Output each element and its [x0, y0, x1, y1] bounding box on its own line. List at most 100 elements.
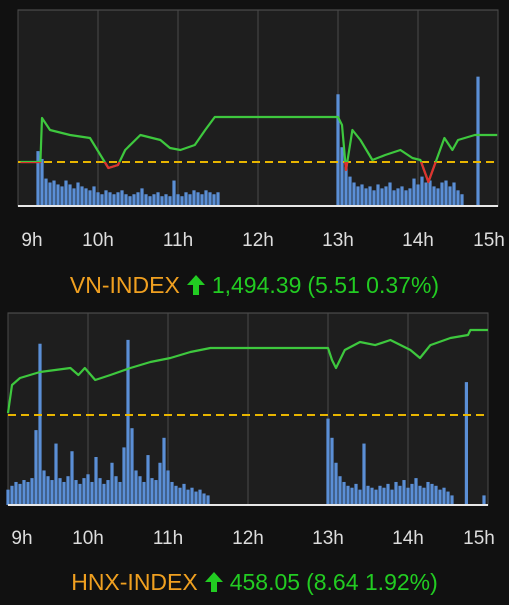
volume-bar: [408, 188, 412, 206]
volume-bar: [342, 481, 346, 505]
volume-bar: [372, 190, 376, 206]
volume-bar: [198, 489, 202, 505]
volume-bar: [184, 192, 188, 206]
volume-bar: [330, 437, 334, 505]
x-tick-label: 13h: [322, 230, 354, 251]
volume-bar: [92, 186, 96, 206]
volume-bar: [150, 478, 154, 505]
x-tick-label: 10h: [82, 230, 114, 251]
volume-bar: [148, 196, 152, 206]
volume-bar: [146, 455, 150, 505]
volume-bar: [428, 180, 432, 206]
volume-bar: [68, 184, 72, 206]
x-tick-label: 12h: [232, 528, 264, 549]
volume-bar: [326, 418, 330, 505]
volume-bar: [396, 188, 400, 206]
volume-bar: [40, 158, 44, 206]
volume-bar: [346, 485, 350, 505]
index-change: (8.64 1.92%): [306, 568, 438, 595]
volume-bar: [434, 485, 438, 505]
volume-bar: [164, 194, 168, 206]
volume-bar: [172, 180, 176, 206]
volume-bar: [78, 483, 82, 505]
volume-bar: [412, 178, 416, 206]
volume-bar: [80, 186, 84, 206]
volume-bar: [116, 192, 120, 206]
index-change: (5.51 0.37%): [307, 271, 440, 298]
volume-bar: [368, 186, 372, 206]
volume-bar: [344, 166, 348, 206]
volume-bar: [168, 196, 172, 206]
volume-bar: [138, 476, 142, 505]
volume-bar: [46, 476, 50, 505]
x-tick-label: 11h: [153, 528, 183, 549]
volume-bar: [386, 483, 390, 505]
volume-bar: [430, 483, 434, 505]
volume-bar: [30, 478, 34, 505]
volume-bar: [128, 196, 132, 206]
x-tick-label: 15h: [473, 230, 505, 251]
index-value: 458.05: [229, 568, 301, 595]
volume-bar: [376, 184, 380, 206]
volume-bar: [42, 470, 46, 505]
volume-bar: [364, 188, 368, 206]
volume-bar: [446, 491, 450, 505]
volume-bar: [334, 462, 338, 505]
index-name: HNX-INDEX: [71, 568, 198, 595]
volume-bar: [440, 182, 444, 206]
volume-bar: [392, 190, 396, 206]
volume-bar: [394, 481, 398, 505]
volume-bar: [358, 489, 362, 505]
volume-bar: [56, 184, 60, 206]
volume-bar: [422, 487, 426, 505]
volume-bar: [374, 489, 378, 505]
x-tick-label: 9h: [21, 230, 42, 251]
volume-bar: [436, 188, 440, 206]
volume-bar: [350, 487, 354, 505]
volume-bar: [124, 194, 128, 206]
index-value: 1,494.39: [211, 271, 302, 298]
volume-bar: [66, 476, 70, 505]
volume-bar: [36, 151, 40, 206]
volume-bar: [336, 94, 340, 206]
volume-bar: [84, 188, 88, 206]
volume-bar: [354, 483, 358, 505]
volume-bar: [160, 196, 164, 206]
volume-bar: [404, 190, 408, 206]
volume-bar: [482, 495, 486, 505]
volume-bar: [130, 428, 134, 505]
volume-bar: [74, 480, 78, 505]
volume-bar: [424, 182, 428, 206]
volume-bar: [426, 481, 430, 505]
volume-bar: [6, 489, 10, 505]
volume-bar: [102, 483, 106, 505]
volume-bar: [64, 180, 68, 206]
volume-bar: [156, 192, 160, 206]
volume-bar: [338, 476, 342, 505]
x-tick-label: 9h: [11, 528, 32, 549]
volume-bar: [166, 470, 170, 505]
index-summary: VN-INDEX 1,494.39 (5.51 0.37%): [0, 268, 509, 302]
volume-bar: [58, 478, 62, 505]
volume-bar: [26, 481, 30, 505]
index-line: [6, 328, 488, 414]
volume-bar: [406, 487, 410, 505]
volume-bar: [100, 194, 104, 206]
volume-bar: [212, 194, 216, 206]
volume-bar: [356, 186, 360, 206]
volume-bar: [362, 443, 366, 505]
volume-bar: [186, 489, 190, 505]
volume-bar: [132, 194, 136, 206]
volume-bar: [18, 483, 22, 505]
volume-bar: [340, 147, 344, 206]
volume-bar: [352, 182, 356, 206]
up-arrow: [204, 572, 223, 592]
volume-bar: [416, 184, 420, 206]
volume-bar: [202, 493, 206, 505]
index-name: VN-INDEX: [69, 271, 180, 298]
volume-bar: [390, 489, 394, 505]
volume-bar: [402, 480, 406, 505]
volume-bar: [90, 481, 94, 505]
